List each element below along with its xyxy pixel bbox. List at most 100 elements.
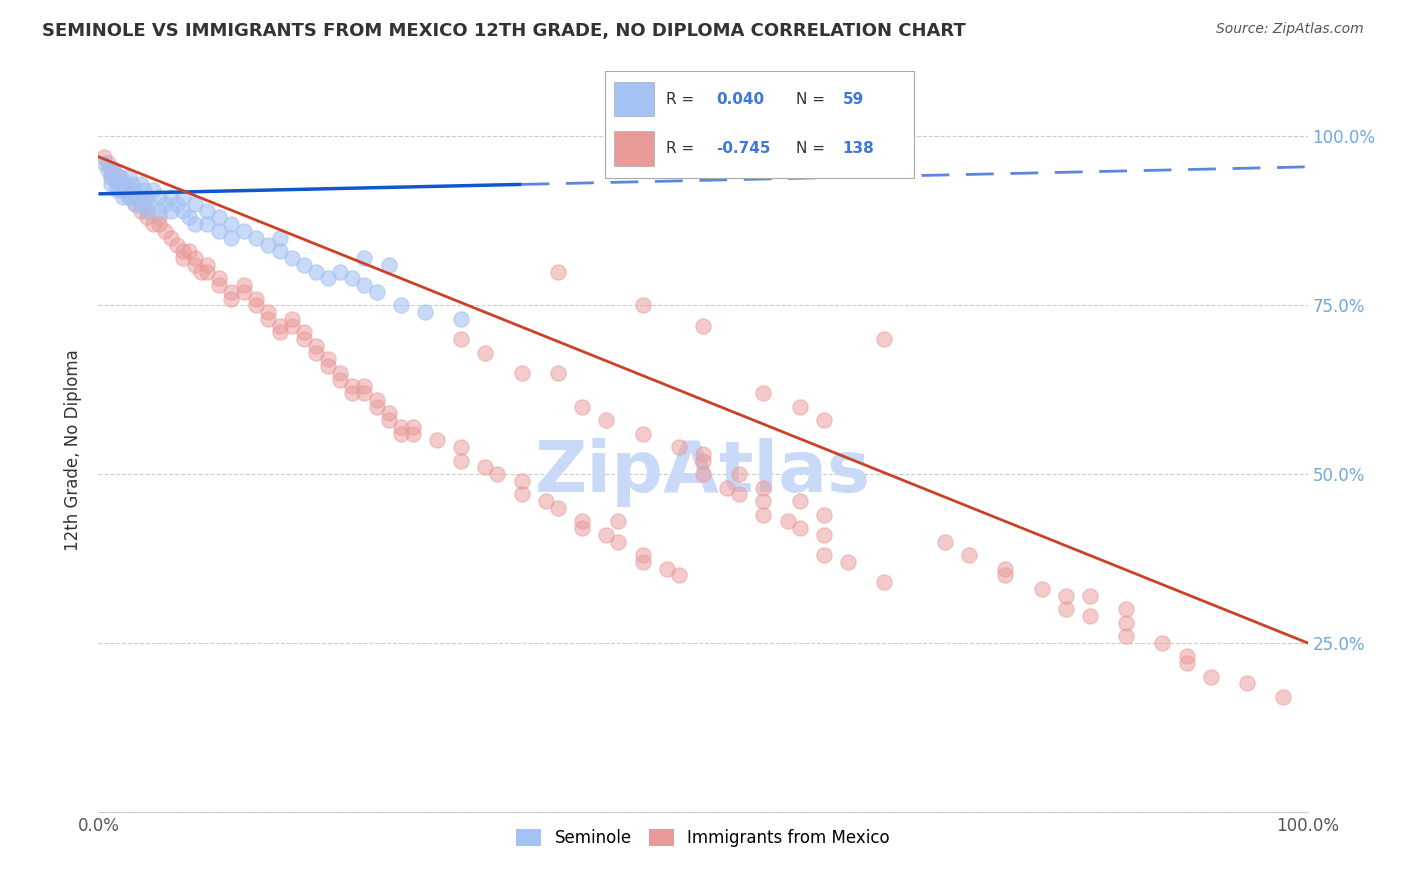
Point [728, 487, 751, 501]
Point [389, 298, 412, 312]
Text: 59: 59 [842, 92, 865, 107]
Point [208, 224, 231, 238]
Point [813, 548, 835, 562]
Point [232, 224, 254, 238]
Point [281, 318, 304, 333]
Point [1115, 615, 1137, 630]
Point [142, 184, 165, 198]
Point [366, 392, 388, 407]
Point [129, 177, 152, 191]
Point [534, 494, 557, 508]
Point [1054, 589, 1077, 603]
Point [195, 217, 218, 231]
Point [208, 278, 231, 293]
Point [450, 311, 472, 326]
Bar [614, 82, 654, 116]
Point [692, 318, 714, 333]
Point [142, 217, 165, 231]
Text: R =: R = [666, 92, 700, 107]
Point [129, 197, 152, 211]
Point [135, 203, 157, 218]
Point [402, 420, 425, 434]
Point [195, 264, 218, 278]
Point [631, 426, 654, 441]
Point [232, 285, 254, 299]
Point [184, 251, 207, 265]
Point [135, 211, 157, 225]
Point [281, 311, 304, 326]
Point [245, 231, 267, 245]
Point [1054, 602, 1077, 616]
Point [692, 447, 714, 461]
Point [184, 197, 207, 211]
Text: 138: 138 [842, 141, 875, 156]
Point [510, 474, 533, 488]
Point [450, 453, 472, 467]
Point [510, 487, 533, 501]
Point [486, 467, 509, 481]
Text: ZipAtlas: ZipAtlas [536, 438, 870, 507]
Point [232, 278, 254, 293]
Point [256, 237, 278, 252]
Point [377, 413, 399, 427]
Point [166, 197, 188, 211]
Point [994, 568, 1017, 582]
Point [135, 190, 157, 204]
Point [752, 508, 775, 522]
Point [184, 217, 207, 231]
Point [129, 203, 152, 218]
Point [426, 434, 449, 448]
Point [1115, 602, 1137, 616]
Point [837, 555, 859, 569]
Point [934, 534, 956, 549]
Point [752, 386, 775, 401]
Point [172, 190, 194, 204]
Point [655, 561, 678, 575]
Point [353, 278, 375, 293]
Point [153, 197, 176, 211]
Point [873, 332, 896, 346]
Point [692, 453, 714, 467]
Point [221, 285, 243, 299]
Point [124, 190, 146, 204]
Point [789, 494, 811, 508]
Point [329, 373, 352, 387]
Point [353, 251, 375, 265]
Point [172, 203, 194, 218]
Point [292, 332, 315, 346]
Point [366, 285, 388, 299]
Point [100, 163, 122, 178]
Point [329, 366, 352, 380]
Point [813, 508, 835, 522]
Point [105, 169, 128, 184]
Point [208, 271, 231, 285]
Point [245, 292, 267, 306]
Point [631, 548, 654, 562]
Text: R =: R = [666, 141, 700, 156]
Point [221, 231, 243, 245]
Text: N =: N = [796, 141, 830, 156]
Point [221, 292, 243, 306]
Point [692, 467, 714, 481]
Point [127, 190, 149, 204]
Text: N =: N = [796, 92, 830, 107]
Point [111, 184, 134, 198]
Point [97, 163, 120, 178]
Point [595, 528, 617, 542]
Point [114, 184, 136, 198]
Point [450, 332, 472, 346]
Point [93, 156, 115, 170]
Point [269, 244, 291, 259]
Point [105, 184, 128, 198]
Point [1031, 582, 1053, 596]
Point [571, 400, 593, 414]
Point [305, 264, 328, 278]
Y-axis label: 12th Grade, No Diploma: 12th Grade, No Diploma [65, 350, 83, 551]
Point [129, 197, 152, 211]
Point [752, 494, 775, 508]
Point [124, 197, 146, 211]
Point [1272, 690, 1295, 704]
Point [366, 400, 388, 414]
Point [1175, 656, 1198, 670]
Point [668, 440, 690, 454]
